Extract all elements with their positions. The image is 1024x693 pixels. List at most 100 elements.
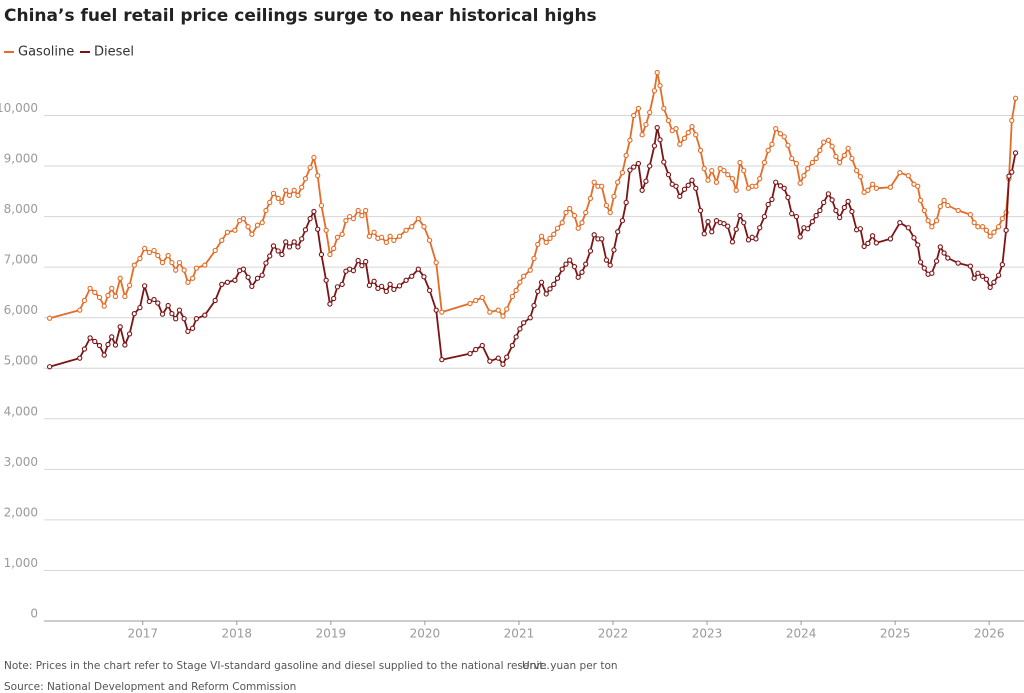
y-tick-label: 5,000 [4, 354, 38, 368]
data-point [701, 231, 707, 237]
data-point [46, 315, 53, 321]
data-point [323, 277, 329, 283]
data-point [905, 225, 911, 231]
data-point [643, 178, 649, 184]
data-point [917, 197, 924, 204]
data-point [631, 164, 637, 170]
data-point [185, 328, 191, 334]
data-point [117, 324, 123, 330]
data-point [165, 302, 171, 309]
data-point [941, 250, 947, 256]
data-point [773, 179, 779, 185]
data-point [821, 199, 827, 206]
data-point [995, 272, 1002, 278]
data-point [343, 217, 349, 224]
data-point [769, 196, 775, 203]
data-point [311, 208, 317, 215]
data-point [378, 283, 385, 290]
data-point [607, 209, 613, 216]
data-point [685, 130, 691, 136]
data-point [817, 207, 823, 214]
data-point [176, 259, 183, 266]
data-point [387, 281, 393, 287]
data-point [504, 354, 510, 360]
data-point [426, 287, 433, 294]
data-point [169, 259, 175, 266]
data-point [869, 233, 876, 239]
data-point [983, 276, 990, 282]
data-point [897, 169, 903, 176]
data-point [249, 283, 255, 290]
data-point [283, 239, 289, 245]
data-point [366, 282, 373, 288]
y-tick-label: 7,000 [4, 253, 38, 267]
data-point [833, 153, 839, 160]
data-point [729, 176, 736, 182]
data-point [983, 227, 990, 233]
data-point [657, 137, 663, 143]
data-point [112, 293, 119, 300]
data-point [753, 183, 759, 189]
data-point [933, 258, 940, 264]
data-point [905, 173, 911, 179]
data-point [865, 187, 871, 193]
data-point [789, 210, 795, 217]
data-point [467, 300, 473, 307]
data-point [371, 229, 377, 235]
data-point [527, 315, 533, 321]
data-point [77, 355, 83, 361]
data-point [473, 297, 479, 304]
data-point [531, 302, 537, 309]
data-point [941, 197, 947, 204]
data-point [551, 231, 557, 237]
data-point [433, 307, 439, 313]
data-point [661, 159, 667, 165]
y-tick-label: 3,000 [4, 455, 38, 469]
data-point [579, 220, 585, 226]
data-point [479, 342, 485, 349]
data-point [165, 252, 171, 259]
data-point [181, 316, 187, 322]
data-point [805, 165, 811, 172]
data-point [757, 225, 763, 231]
data-point [363, 207, 369, 214]
data-point [467, 350, 473, 357]
data-point [101, 352, 107, 358]
data-point [92, 338, 98, 345]
data-point [693, 185, 699, 191]
data-point [96, 342, 103, 349]
data-point [709, 229, 715, 235]
data-point [623, 199, 629, 206]
data-point [611, 193, 617, 200]
y-tick-label: 1,000 [4, 556, 38, 570]
data-point [651, 88, 658, 94]
data-point [999, 215, 1006, 222]
data-point [999, 261, 1006, 268]
data-point [302, 227, 309, 233]
data-point [559, 266, 565, 272]
x-tick-label: 2023 [692, 627, 723, 641]
data-point [809, 159, 816, 166]
data-point [146, 298, 152, 305]
data-point [563, 209, 569, 216]
y-tick-label: 6,000 [4, 303, 38, 317]
data-point [1006, 173, 1012, 179]
data-point [979, 273, 986, 279]
data-point [155, 300, 161, 306]
data-point [403, 277, 409, 283]
data-point [685, 182, 691, 188]
data-point [535, 241, 541, 248]
data-point [517, 326, 523, 332]
data-point [212, 247, 218, 254]
data-point [777, 131, 784, 137]
data-point [219, 281, 225, 287]
data-point [263, 207, 269, 214]
data-point [87, 285, 93, 292]
data-point [137, 255, 143, 262]
data-point [615, 179, 621, 185]
data-point [318, 202, 325, 209]
data-point [563, 261, 569, 267]
x-tick-label: 2024 [786, 627, 817, 641]
data-point [1009, 117, 1015, 124]
data-point [591, 232, 597, 238]
